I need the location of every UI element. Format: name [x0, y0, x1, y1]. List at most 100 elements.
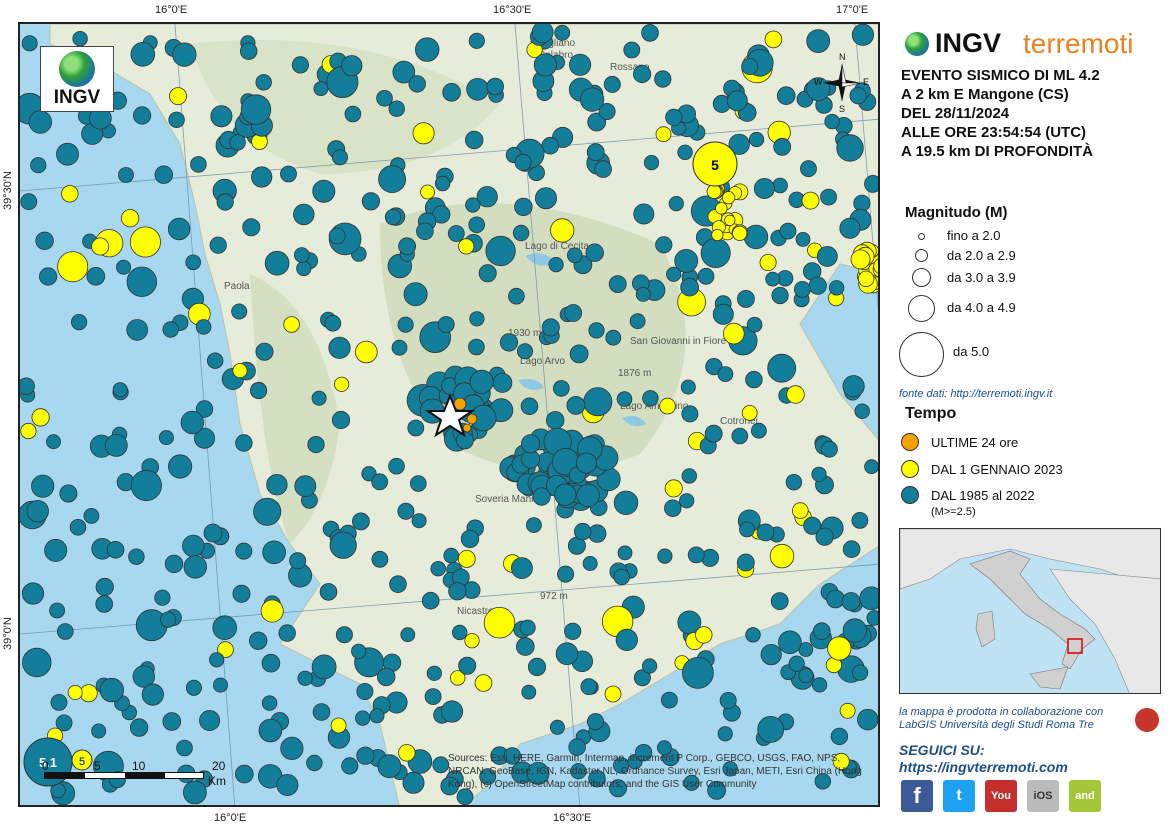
earthquake-marker[interactable]: [162, 712, 182, 731]
earthquake-marker[interactable]: [657, 740, 672, 756]
earthquake-marker[interactable]: [519, 619, 536, 636]
earthquake-marker[interactable]: [217, 641, 234, 658]
earthquake-marker[interactable]: [411, 513, 427, 529]
earthquake-marker[interactable]: [46, 434, 61, 450]
earthquake-marker[interactable]: [356, 683, 374, 701]
earthquake-marker[interactable]: [828, 280, 845, 296]
earthquake-marker[interactable]: [674, 248, 699, 273]
earthquake-marker[interactable]: [457, 550, 476, 568]
earthquake-marker[interactable]: [141, 683, 164, 706]
earthquake-marker[interactable]: [210, 105, 233, 128]
earthquake-marker[interactable]: [557, 565, 575, 583]
earthquake-marker[interactable]: [206, 352, 224, 369]
earthquake-marker[interactable]: [398, 744, 416, 762]
earthquake-marker[interactable]: [99, 677, 125, 703]
earthquake-marker[interactable]: [415, 37, 440, 62]
earthquake-marker[interactable]: [182, 534, 205, 558]
earthquake-marker[interactable]: [56, 142, 79, 166]
earthquake-marker[interactable]: [440, 776, 460, 796]
earthquake-marker[interactable]: [183, 555, 208, 579]
earthquake-marker[interactable]: [476, 186, 498, 208]
earthquake-marker[interactable]: [95, 577, 114, 597]
earthquake-marker[interactable]: [826, 589, 845, 609]
earthquake-marker[interactable]: [55, 714, 73, 732]
earthquake-marker[interactable]: [311, 654, 337, 680]
earthquake-marker[interactable]: [666, 266, 682, 282]
earthquake-marker[interactable]: [266, 474, 288, 496]
earthquake-marker[interactable]: [20, 377, 35, 395]
earthquake-marker[interactable]: [312, 179, 336, 203]
earthquake-marker[interactable]: [587, 713, 605, 731]
earthquake-marker[interactable]: [391, 339, 408, 356]
earthquake-marker[interactable]: [603, 75, 621, 93]
earthquake-marker[interactable]: [341, 55, 363, 77]
earthquake-marker[interactable]: [450, 670, 466, 686]
earthquake-marker[interactable]: [803, 516, 822, 535]
earthquake-marker[interactable]: [508, 287, 525, 305]
earthquake-marker[interactable]: [160, 611, 177, 628]
earthquake-marker[interactable]: [466, 413, 478, 425]
earthquake-marker[interactable]: [717, 726, 733, 742]
earthquake-marker[interactable]: [28, 110, 52, 134]
earthquake-marker[interactable]: [312, 703, 331, 721]
earthquake-marker[interactable]: [468, 338, 485, 356]
earthquake-marker[interactable]: [397, 502, 415, 520]
earthquake-marker[interactable]: [683, 774, 700, 791]
earthquake-marker[interactable]: [133, 106, 152, 125]
earthquake-marker[interactable]: [331, 149, 348, 166]
earthquake-marker[interactable]: [717, 366, 734, 383]
earthquake-marker[interactable]: [655, 236, 673, 254]
earthquake-marker[interactable]: [641, 658, 658, 674]
earthquake-marker[interactable]: [154, 165, 174, 184]
earthquake-marker[interactable]: [616, 391, 633, 407]
earthquake-marker[interactable]: [283, 316, 300, 333]
earthquake-marker[interactable]: [548, 257, 564, 273]
earthquake-marker[interactable]: [432, 756, 450, 774]
earthquake-marker[interactable]: [437, 316, 455, 333]
earthquake-marker[interactable]: [659, 397, 676, 415]
earthquake-marker[interactable]: [354, 340, 378, 364]
earthquake-marker[interactable]: [788, 655, 805, 672]
earthquake-marker[interactable]: [69, 518, 87, 536]
earthquake-marker[interactable]: [31, 474, 55, 498]
earthquake-marker[interactable]: [722, 761, 738, 777]
earthquake-marker[interactable]: [59, 484, 78, 503]
earthquake-marker[interactable]: [492, 372, 513, 393]
earthquake-marker[interactable]: [812, 622, 831, 640]
earthquake-marker[interactable]: [400, 627, 416, 643]
earthquake-marker[interactable]: [469, 311, 485, 327]
earthquake-marker[interactable]: [212, 615, 238, 640]
earthquake-marker[interactable]: [859, 586, 880, 611]
earthquake-marker[interactable]: [526, 762, 550, 785]
earthquake-marker[interactable]: [583, 387, 613, 417]
earthquake-marker[interactable]: [746, 316, 763, 333]
earthquake-marker[interactable]: [728, 133, 750, 155]
earthquake-marker[interactable]: [830, 727, 849, 746]
earthquake-marker[interactable]: [791, 502, 809, 519]
earthquake-marker[interactable]: [679, 493, 695, 509]
earthquake-marker[interactable]: [328, 227, 346, 245]
earthquake-marker[interactable]: [794, 280, 811, 298]
earthquake-marker[interactable]: [264, 250, 290, 276]
earthquake-marker[interactable]: [745, 370, 763, 389]
earthquake-marker[interactable]: [520, 434, 541, 454]
ingvterremoti-link[interactable]: https://ingvterremoti.com: [899, 759, 1068, 775]
earthquake-marker[interactable]: [83, 507, 100, 524]
earthquake-marker[interactable]: [469, 369, 494, 394]
earthquake-marker[interactable]: [190, 156, 207, 173]
earthquake-marker[interactable]: [798, 667, 814, 684]
earthquake-marker[interactable]: [455, 431, 474, 450]
earthquake-marker[interactable]: [820, 188, 837, 206]
earthquake-marker[interactable]: [369, 708, 385, 724]
earthquake-marker[interactable]: [253, 497, 282, 526]
earthquake-marker[interactable]: [289, 552, 307, 570]
earthquake-marker[interactable]: [801, 191, 820, 210]
earthquake-marker[interactable]: [239, 42, 258, 60]
earthquake-marker[interactable]: [164, 554, 184, 574]
earthquake-marker[interactable]: [741, 404, 758, 421]
earthquake-marker[interactable]: [757, 716, 785, 743]
earthquake-marker[interactable]: [554, 483, 577, 506]
earthquake-marker[interactable]: [231, 303, 248, 320]
earthquake-marker[interactable]: [778, 630, 802, 655]
earthquake-marker[interactable]: [586, 143, 605, 162]
